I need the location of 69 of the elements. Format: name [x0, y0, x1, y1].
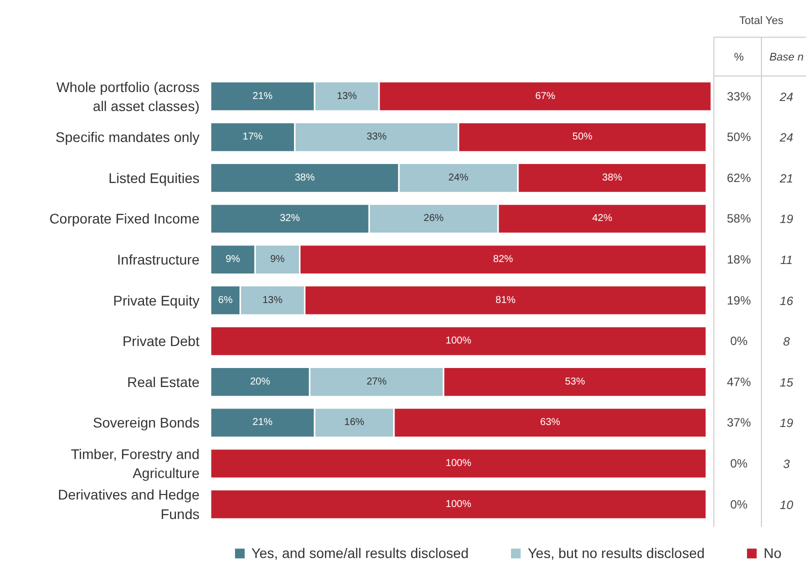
bar — [210, 448, 708, 479]
text: 24 — [778, 90, 794, 104]
data-label: 100% — [446, 458, 472, 470]
data-label: 50% — [572, 132, 593, 143]
y-tick-label: Specific mandates only — [56, 129, 200, 146]
y-tick-label: Sovereign Bonds — [92, 414, 200, 431]
text: 0% — [730, 497, 748, 512]
bar — [210, 488, 708, 520]
y-tick-label: Timber, Forestry and Agriculture — [70, 446, 200, 482]
data-label: 67% — [535, 90, 556, 102]
y-tick-label: Private Debt — [122, 333, 200, 350]
legend-label: Yes, and some/all results disclosed — [251, 545, 469, 561]
data-label: 33% — [366, 132, 387, 143]
text: 8 — [783, 334, 790, 349]
text: 0% — [730, 334, 748, 348]
data-label: 17% — [242, 132, 263, 143]
text: 50% — [726, 130, 752, 144]
y-tick-label: Infrastructure — [117, 252, 200, 268]
text: 18% — [726, 252, 752, 267]
text: 47% — [726, 374, 752, 389]
data-label: 27% — [366, 376, 387, 388]
text: Base n — [769, 52, 804, 64]
data-label: 42% — [592, 213, 612, 224]
data-label: 9% — [226, 254, 240, 266]
text: 16 — [780, 294, 794, 308]
data-label: 38% — [602, 172, 622, 184]
legend-label: Yes, but no results disclosed — [528, 545, 705, 561]
y-tick-label: Derivatives and Hedge Funds — [58, 486, 200, 522]
text: 58% — [726, 212, 752, 226]
text: 3 — [783, 457, 790, 472]
data-label: 81% — [496, 294, 516, 306]
y-tick-label: Real Estate — [127, 374, 200, 390]
y-tick-label: Whole portfolio (across all asset classes) — [56, 78, 200, 114]
data-label: 13% — [336, 90, 357, 102]
text: 37% — [726, 416, 752, 430]
data-label: 9% — [270, 254, 285, 266]
text: 19% — [726, 293, 752, 308]
data-label: 53% — [564, 376, 586, 388]
data-label: 21% — [252, 417, 273, 428]
text: 19 — [780, 416, 794, 430]
y-tick-label: Listed Equities — [108, 170, 200, 186]
text: Total Yes — [739, 14, 784, 27]
data-label: 24% — [448, 172, 469, 184]
bar — [210, 326, 708, 357]
text: 33% — [726, 89, 752, 104]
data-label: 13% — [262, 294, 283, 306]
data-label: 38% — [294, 172, 315, 184]
text: 62% — [726, 170, 752, 185]
text: 24 — [778, 130, 794, 145]
data-label: 32% — [280, 213, 300, 224]
data-label: 16% — [344, 417, 364, 428]
data-label: 20% — [250, 376, 270, 388]
data-label: 21% — [252, 90, 273, 102]
text: 21 — [778, 171, 794, 186]
data-label: 6% — [218, 294, 233, 306]
text: 10 — [780, 498, 794, 512]
y-tick-label: Corporate Fixed Income — [49, 210, 200, 227]
text: 11 — [780, 253, 793, 268]
legend-label: No — [764, 545, 783, 561]
data-label: 100% — [446, 498, 472, 510]
data-label: 26% — [424, 213, 444, 224]
text: 0% — [730, 456, 748, 471]
data-label: 63% — [540, 417, 560, 428]
data-label: 82% — [493, 254, 514, 266]
y-tick-label: Private Equity — [113, 292, 200, 308]
text: 19 — [780, 212, 794, 226]
text: % — [734, 52, 744, 64]
data-label: 100% — [446, 336, 472, 347]
text: 15 — [780, 375, 794, 390]
